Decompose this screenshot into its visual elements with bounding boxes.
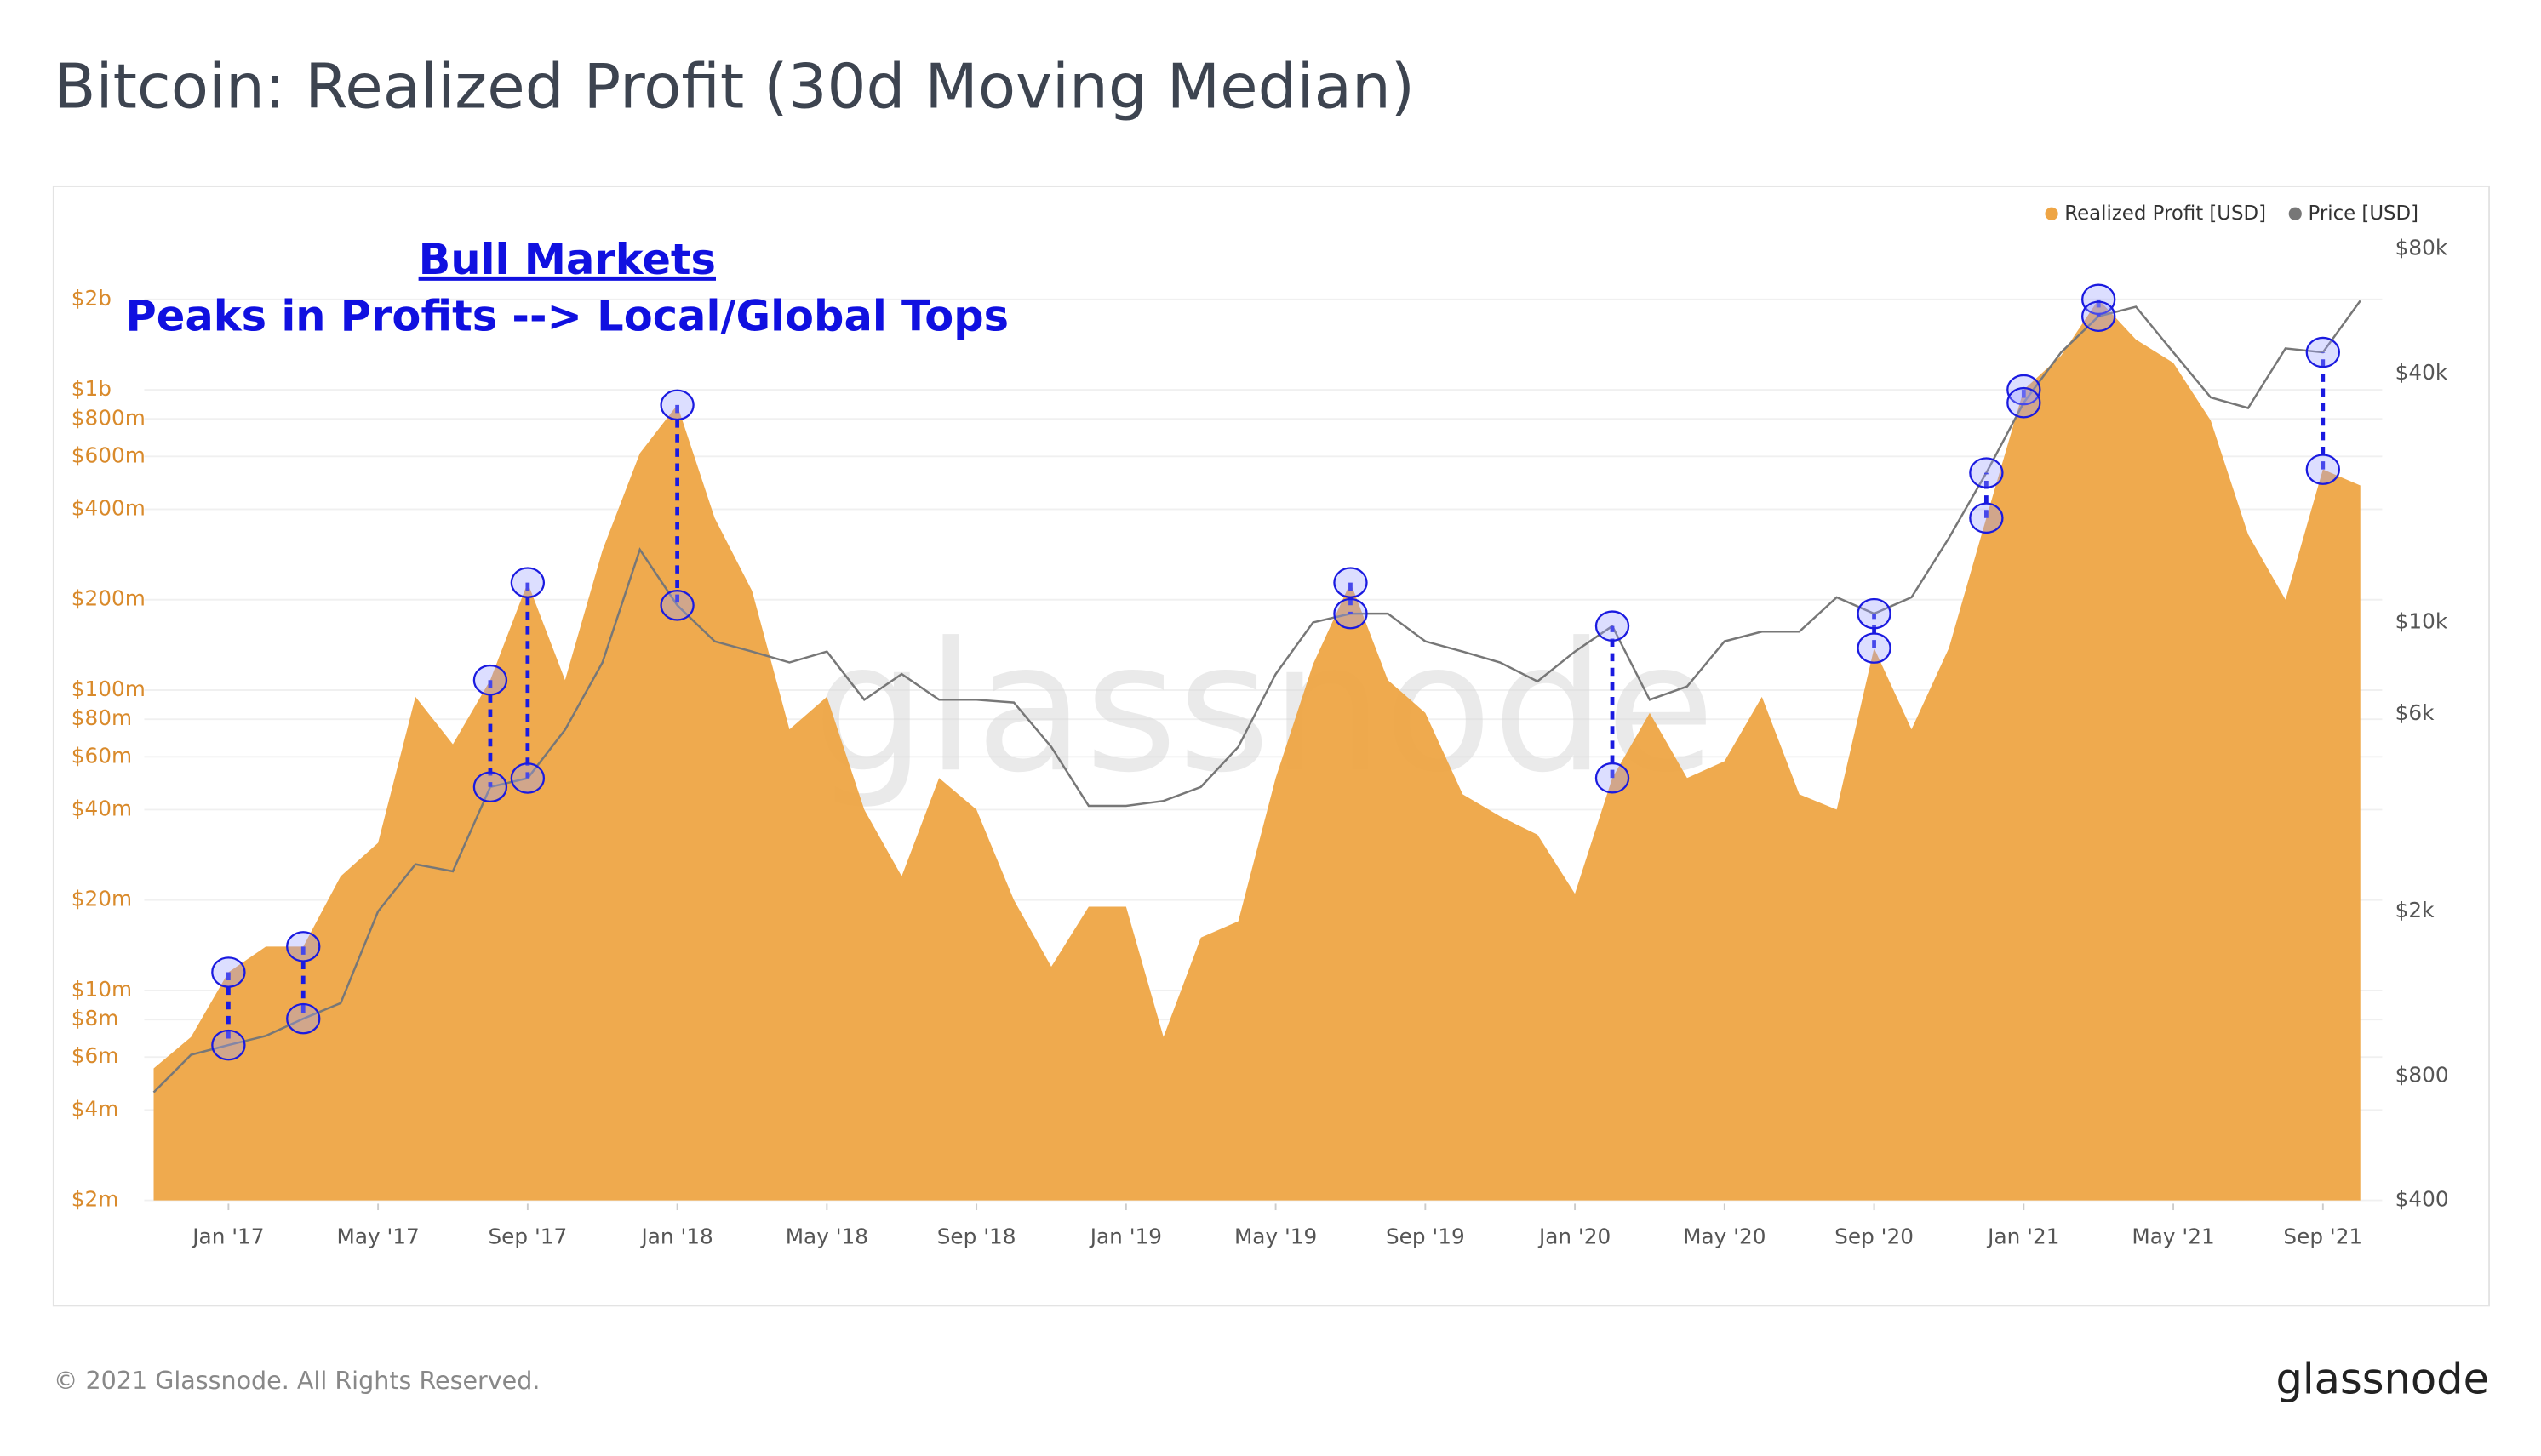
legend-label: Realized Profit [USD] bbox=[2064, 203, 2266, 225]
y-tick-label: $4m bbox=[72, 1096, 119, 1121]
highlight-ring bbox=[1333, 597, 1368, 630]
highlight-ring bbox=[2305, 336, 2340, 368]
y2-tick-label: $2k bbox=[2395, 898, 2435, 922]
highlight-ring bbox=[1857, 632, 1891, 664]
annotation: Peaks in Profits --> Local/Global Tops bbox=[126, 292, 1010, 341]
highlight-ring bbox=[1333, 567, 1368, 598]
y2-tick-label: $10k bbox=[2395, 608, 2448, 633]
x-tick-label: May '21 bbox=[2132, 1224, 2214, 1248]
area bbox=[153, 299, 2361, 1201]
x-tick-label: Sep '18 bbox=[937, 1224, 1016, 1248]
legend-swatch bbox=[2288, 207, 2302, 220]
y-tick-label: $40m bbox=[72, 796, 132, 820]
y-tick-label: $60m bbox=[72, 743, 132, 768]
annotation: Bull Markets bbox=[419, 235, 716, 284]
x-tick-label: Jan '21 bbox=[1986, 1224, 2059, 1248]
highlight-ring bbox=[2081, 300, 2116, 332]
highlight-ring bbox=[660, 389, 695, 421]
highlight-ring bbox=[2081, 283, 2116, 316]
x-tick-label: May '20 bbox=[1683, 1224, 1766, 1248]
y-tick-label: $10m bbox=[72, 977, 132, 1002]
y-tick-label: $80m bbox=[72, 705, 132, 730]
watermark: glassnode bbox=[813, 605, 1715, 812]
x-tick-label: Sep '20 bbox=[1834, 1224, 1914, 1248]
y-tick-label: $1b bbox=[72, 376, 112, 401]
x-tick-label: Jan '20 bbox=[1537, 1224, 1611, 1248]
highlight-ring bbox=[211, 1029, 246, 1061]
x-tick-label: May '19 bbox=[1234, 1224, 1317, 1248]
highlight-ring bbox=[1857, 597, 1891, 630]
y2-tick-label: $6k bbox=[2395, 700, 2435, 725]
legend-swatch bbox=[2045, 207, 2058, 220]
highlight-ring bbox=[2006, 386, 2041, 419]
highlight-ring bbox=[1969, 457, 2004, 488]
highlight-ring bbox=[510, 567, 546, 598]
highlight-ring bbox=[1594, 610, 1630, 642]
y2-tick-label: $800 bbox=[2395, 1062, 2449, 1087]
highlight-ring bbox=[286, 931, 321, 962]
highlight-ring bbox=[1969, 502, 2004, 534]
y-tick-label: $6m bbox=[72, 1043, 119, 1068]
highlight-ring bbox=[660, 590, 695, 621]
highlight-ring bbox=[2305, 454, 2340, 485]
x-tick-label: Sep '17 bbox=[488, 1224, 567, 1248]
y-tick-label: $800m bbox=[72, 405, 146, 430]
y-tick-label: $200m bbox=[72, 586, 146, 611]
brand-logo: glassnode bbox=[2275, 1354, 2489, 1403]
line bbox=[152, 300, 2361, 1093]
highlight-ring bbox=[211, 956, 246, 988]
y-tick-label: $8m bbox=[72, 1006, 119, 1031]
y2-tick-label: $80k bbox=[2395, 236, 2448, 260]
highlight-ring bbox=[510, 762, 546, 794]
x-tick-label: Sep '21 bbox=[2283, 1224, 2362, 1248]
x-tick-label: Sep '19 bbox=[1386, 1224, 1465, 1248]
highlight-ring bbox=[472, 771, 508, 803]
y-tick-label: $2m bbox=[72, 1187, 119, 1212]
y-tick-label: $400m bbox=[72, 496, 146, 521]
chart-title: Bitcoin: Realized Profit (30d Moving Med… bbox=[54, 52, 1415, 123]
y-tick-label: $20m bbox=[72, 887, 132, 911]
y2-tick-label: $400 bbox=[2395, 1187, 2449, 1212]
y-tick-label: $2b bbox=[72, 286, 112, 311]
x-tick-label: May '18 bbox=[786, 1224, 868, 1248]
x-tick-label: May '17 bbox=[336, 1224, 419, 1248]
x-tick-label: Jan '19 bbox=[1089, 1224, 1162, 1248]
highlight-ring bbox=[286, 1002, 321, 1035]
highlight-ring bbox=[2006, 374, 2041, 406]
highlight-ring bbox=[1594, 762, 1630, 794]
highlight-ring bbox=[472, 664, 508, 696]
y-tick-label: $600m bbox=[72, 443, 146, 467]
legend-label: Price [USD] bbox=[2309, 203, 2419, 225]
y-tick-label: $100m bbox=[72, 677, 146, 701]
x-tick-label: Jan '18 bbox=[639, 1224, 713, 1248]
y2-tick-label: $40k bbox=[2395, 360, 2448, 385]
footer: © 2021 Glassnode. All Rights Reserved. bbox=[54, 1366, 541, 1395]
x-tick-label: Jan '17 bbox=[191, 1224, 264, 1248]
